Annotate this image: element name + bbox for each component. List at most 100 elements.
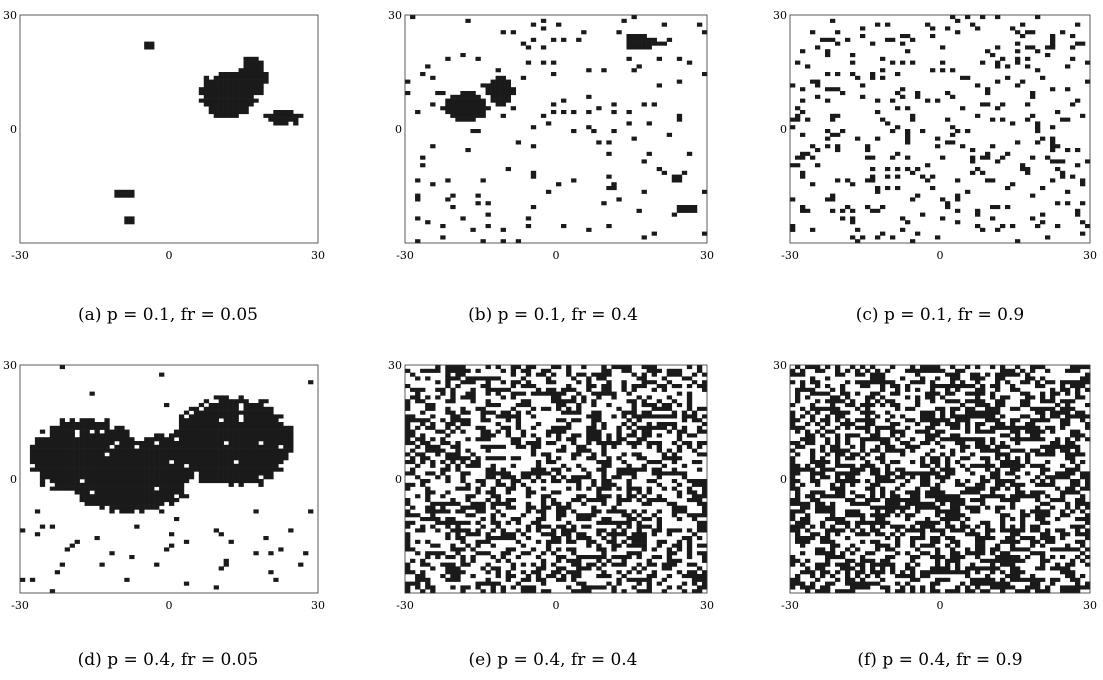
heatmap-cell [1050,148,1056,153]
heatmap-cell [213,91,219,96]
heatmap-cell [480,83,486,88]
heatmap-cell [420,528,426,533]
heatmap-cell [1050,34,1056,39]
heatmap-cell [233,98,239,103]
heatmap-cell [920,456,926,461]
heatmap-cell [795,490,801,495]
heatmap-cell [950,513,956,518]
heatmap-cell [651,414,657,419]
heatmap-cell [124,216,130,221]
heatmap-cell [805,117,811,122]
heatmap-cell [248,418,254,423]
heatmap-cell [44,460,51,465]
heatmap-cell [581,536,587,541]
heatmap-cell [545,121,552,126]
heatmap-cell [940,45,946,50]
heatmap-cell [626,555,632,560]
x-tick-label: -30 [396,249,414,262]
heatmap-cell [840,372,846,377]
heatmap-cell [223,467,229,472]
heatmap-cell [39,452,46,457]
heatmap-cell [1010,524,1016,529]
heatmap-cell [405,513,411,518]
heatmap-cell [1020,437,1026,442]
heatmap-cell [965,547,971,552]
heatmap-cell [139,448,145,453]
heatmap-cell [915,528,921,533]
heatmap-cell [1035,384,1041,389]
heatmap-cell [975,376,981,381]
heatmap-cell [556,570,562,575]
heatmap-cell [1010,121,1016,126]
heatmap-cell [586,441,592,446]
heatmap-cell [890,433,896,438]
heatmap-cell [520,589,527,594]
heatmap-cell [621,520,627,525]
heatmap-cell [525,528,532,533]
heatmap-cell [1010,463,1016,468]
heatmap-cell [561,532,567,537]
heatmap-cell [530,433,537,438]
heatmap-cell [606,581,612,586]
heatmap-cell [178,418,185,423]
heatmap-cell [586,433,592,438]
heatmap-cell [420,387,426,392]
heatmap-cell [425,498,431,503]
heatmap-cell [480,479,486,484]
heatmap-cell [820,391,826,396]
heatmap-cell [661,486,668,491]
heatmap-cell [965,391,971,396]
heatmap-cell [420,517,426,522]
heatmap-cell [520,376,527,381]
heatmap-cell [154,562,160,567]
heatmap-cell [815,509,821,514]
heatmap-cell [591,452,597,457]
heatmap-cell [905,444,911,449]
heatmap-cell [915,490,921,495]
heatmap-cell [940,68,946,73]
heatmap-cell [810,406,816,411]
heatmap-cell [144,486,150,491]
heatmap-cell [920,479,926,484]
heatmap-cell [1020,463,1026,468]
heatmap-cell [505,87,511,92]
heatmap-cell [865,380,871,385]
heatmap-cell [233,113,239,118]
heatmap-cell [258,410,264,415]
heatmap-cell [626,56,632,61]
heatmap-cell [556,22,562,27]
heatmap-cell [1030,155,1036,160]
heatmap-cell [1035,15,1041,20]
heatmap-cell [626,37,632,42]
heatmap-cell [460,547,466,552]
heatmap-cell [435,475,441,480]
heatmap-cell [905,498,911,503]
heatmap-cell [263,448,269,453]
heatmap-cell [845,558,851,563]
heatmap-cell [870,422,876,427]
heatmap-cell [480,418,486,423]
heatmap-cell [1025,589,1031,594]
heatmap-cell [228,422,234,427]
heatmap-cell [641,410,647,415]
heatmap-cell [935,376,941,381]
heatmap-cell [1050,539,1056,544]
heatmap-cell [561,410,567,415]
heatmap-cell [820,448,826,453]
heatmap-cell [950,551,956,556]
heatmap-cell [1000,513,1006,518]
heatmap-cell [510,562,517,567]
heatmap-cell [611,555,617,560]
heatmap-cell [530,174,537,179]
heatmap-cell [935,456,941,461]
heatmap-cell [550,72,557,77]
heatmap-cell [586,384,592,389]
heatmap-cell [223,91,229,96]
heatmap-cell [485,456,491,461]
heatmap-cell [183,460,190,465]
heatmap-cell [825,53,831,58]
heatmap-cell [835,471,841,476]
heatmap-cell [1040,452,1046,457]
heatmap-cell [995,547,1001,552]
heatmap-cell [910,418,916,423]
